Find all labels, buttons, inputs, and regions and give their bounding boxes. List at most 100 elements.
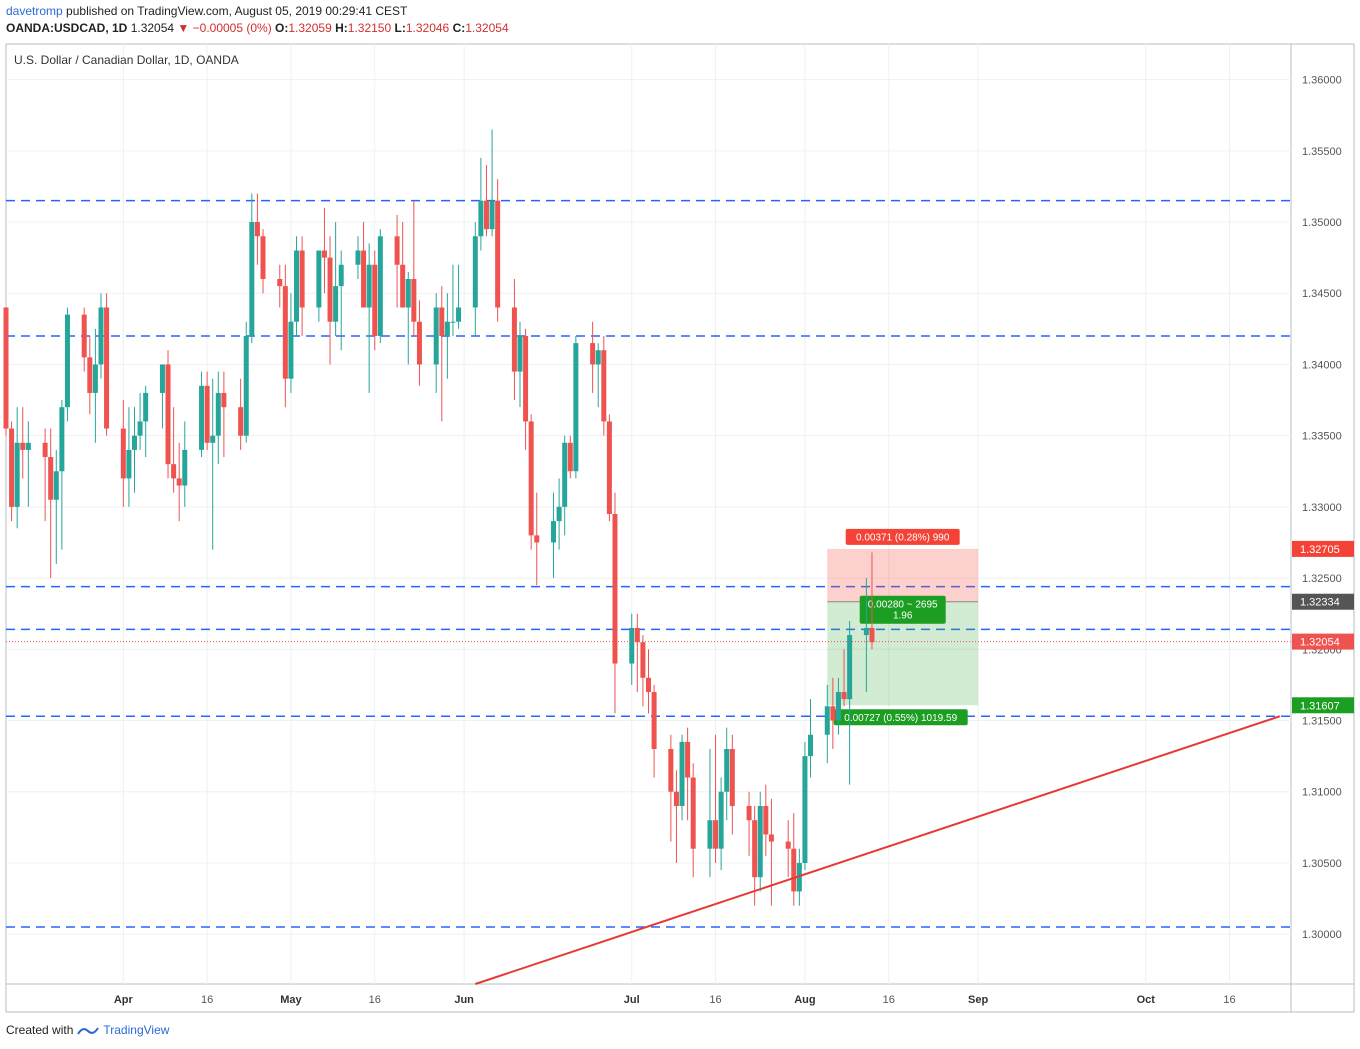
horizontal-levels[interactable] — [6, 199, 1291, 928]
candle-body — [137, 421, 143, 436]
candle-body — [42, 442, 48, 458]
y-tick-label: 1.35000 — [1302, 217, 1342, 229]
price-tag-bg — [1292, 633, 1354, 650]
candle-body — [199, 385, 205, 450]
candle-body — [679, 741, 685, 806]
candle-body — [595, 350, 601, 365]
candle-body — [651, 692, 657, 749]
candle-body — [495, 200, 501, 308]
candle-body — [171, 464, 177, 479]
y-tick-label: 1.31500 — [1302, 716, 1342, 728]
candle-body — [64, 314, 70, 408]
y-tick-label: 1.33500 — [1302, 431, 1342, 443]
low-value: 1.32046 — [405, 21, 450, 35]
price-tag-text: 1.32054 — [1300, 637, 1340, 649]
candle-body — [53, 471, 59, 500]
candle-body — [472, 236, 478, 308]
candle-body — [215, 392, 221, 436]
candle-body — [534, 535, 540, 543]
candle-body — [450, 321, 456, 323]
candle-body — [746, 805, 752, 821]
close-label: C: — [452, 21, 466, 35]
candle-body — [573, 343, 579, 472]
candle-body — [25, 442, 31, 450]
candle-body — [835, 692, 841, 721]
price-tag-bg — [1292, 593, 1354, 610]
candle-body — [590, 343, 596, 365]
tradingview-brand[interactable]: TradingView — [103, 1023, 170, 1037]
candle-body — [411, 279, 417, 322]
last-price: 1.32054 — [130, 21, 175, 35]
candle-body — [238, 407, 244, 436]
candle-body — [824, 706, 830, 735]
x-tick-label: May — [280, 994, 302, 1006]
candle-body — [830, 706, 836, 721]
candle-body — [210, 435, 216, 443]
candle-body — [126, 449, 132, 479]
candle-body — [104, 307, 110, 429]
symbol-label: OANDA:USDCAD, 1D — [6, 21, 128, 35]
open-value: 1.32059 — [288, 21, 332, 35]
chart-frame — [5, 43, 1355, 1013]
price-axis[interactable]: 1.36000 1.35500 1.35000 1.34500 1.34000 1.335… — [1302, 75, 1342, 942]
high-value: 1.32150 — [347, 21, 392, 35]
candle-body — [249, 222, 255, 336]
candle-body — [405, 279, 411, 308]
price-tag-text: 1.32705 — [1300, 544, 1340, 556]
position-label-text: 0.00280 ~ 2695 — [868, 600, 938, 611]
candle-body — [489, 200, 495, 230]
grid — [6, 44, 1291, 984]
position-label-bg — [859, 595, 946, 624]
candle-body — [277, 279, 283, 287]
candle-body — [869, 627, 875, 643]
candle-body — [92, 364, 98, 393]
target-label-text: 0.00727 (0.55%) 1019.59 — [844, 713, 957, 724]
candle-body — [556, 506, 562, 522]
publish-info: davetromp published on TradingView.com, … — [6, 4, 407, 18]
candle-body — [847, 635, 853, 700]
candle-body — [87, 357, 93, 393]
candle-body — [355, 250, 361, 265]
stop-label-bg — [845, 528, 960, 545]
candle-body — [159, 364, 165, 393]
candle-body — [260, 236, 266, 279]
candle-body — [523, 335, 529, 422]
candle-body — [456, 307, 462, 322]
x-tick-label: Jul — [624, 994, 640, 1006]
candle-body — [433, 307, 439, 365]
y-tick-label: 1.30500 — [1302, 858, 1342, 870]
candle-body — [20, 442, 26, 450]
trendline[interactable] — [474, 715, 1281, 985]
candle-body — [254, 222, 260, 237]
x-tick-label: Apr — [114, 994, 134, 1006]
time-axis[interactable]: Apr 16 May 16 Jun Jul 16 Aug 16 Sep Oct 16 — [114, 994, 1236, 1006]
candle-body — [640, 642, 646, 678]
price-tag-text: 1.31607 — [1300, 700, 1340, 712]
price-tag-bg — [1292, 540, 1354, 557]
candle-body — [377, 236, 383, 336]
candle-body — [182, 449, 188, 486]
candle-body — [785, 841, 791, 849]
candle-body — [802, 756, 808, 863]
symbol-info: OANDA:USDCAD, 1D 1.32054 ▼ −0.00005 (0%)… — [6, 21, 509, 35]
author-link[interactable]: davetromp — [6, 4, 63, 18]
candle-body — [601, 350, 607, 422]
candle-body — [366, 264, 372, 308]
x-tick-label: Jun — [454, 994, 474, 1006]
candle-body — [478, 200, 484, 237]
candle-body — [629, 627, 635, 664]
candle-body — [282, 286, 288, 379]
candle-body — [81, 314, 87, 358]
candle-body — [243, 335, 249, 436]
position-label-text: 1.96 — [893, 611, 913, 622]
candle-body — [634, 627, 640, 643]
candle-body — [791, 848, 797, 892]
x-tick-label: 16 — [201, 994, 213, 1006]
x-tick-label: 16 — [883, 994, 895, 1006]
candle-body — [204, 385, 210, 443]
candle-body — [394, 236, 400, 265]
y-tick-label: 1.33000 — [1302, 502, 1342, 514]
x-tick-label: 16 — [369, 994, 381, 1006]
